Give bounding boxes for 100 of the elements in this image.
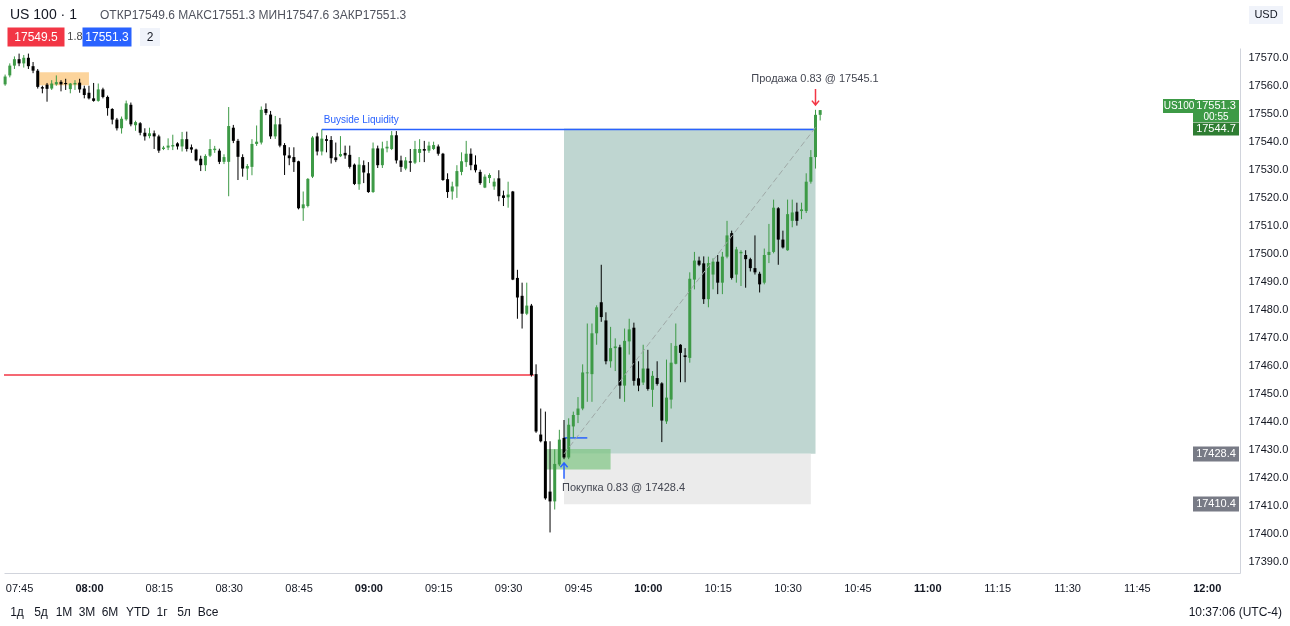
y-tick-label: 17540.0 [1248, 135, 1289, 148]
candlestick [283, 142, 287, 176]
candlestick [334, 142, 338, 163]
candlestick [623, 328, 627, 403]
candlestick [311, 135, 315, 179]
candlestick [366, 161, 370, 194]
candlestick [692, 251, 696, 290]
x-tick-label: 12:00 [1193, 581, 1222, 594]
candlestick [786, 199, 790, 252]
candlestick [469, 147, 473, 171]
candlestick [464, 140, 468, 168]
y-tick-label: 17390.0 [1248, 554, 1289, 567]
candlestick [329, 135, 333, 165]
candlestick [394, 130, 398, 165]
y-tick-label: 17530.0 [1248, 163, 1289, 176]
text: 10:37:06 (UTC-4) [1188, 605, 1282, 619]
candlestick [683, 347, 687, 383]
candlestick [734, 246, 738, 284]
x-tick-label: 08:30 [215, 581, 243, 594]
candlestick [180, 131, 184, 152]
candlestick [529, 303, 533, 378]
candlestick [315, 132, 319, 156]
candlestick [562, 419, 566, 460]
candlestick [236, 138, 240, 181]
candlestick [706, 256, 710, 308]
candlestick [730, 230, 734, 281]
y-tick-label: 17500.0 [1248, 247, 1289, 260]
text: 6М [101, 605, 119, 619]
candlestick [576, 396, 580, 424]
candlestick [185, 131, 189, 152]
candlestick [441, 152, 445, 182]
candlestick [613, 337, 617, 372]
candlestick [166, 137, 170, 151]
x-tick-label: 07:45 [5, 581, 34, 594]
candlestick [45, 82, 49, 103]
candlestick [380, 141, 384, 169]
y-tick-label: 17440.0 [1248, 414, 1289, 427]
chart-subtitle: ОТКР17549.6 МАКС17551.3 МИН17547.6 ЗАКР17551.3 [100, 8, 407, 22]
candlestick [539, 408, 543, 443]
candlestick [744, 249, 748, 289]
candlestick [646, 349, 650, 392]
candlestick [376, 145, 380, 169]
candlestick [157, 134, 161, 154]
text: 1д [10, 605, 24, 619]
candlestick [581, 363, 585, 411]
y-tick-label: 17410.0 [1248, 498, 1289, 511]
text: 3М [78, 605, 96, 619]
text: 1г [156, 605, 169, 619]
text: 17549.5 [14, 30, 59, 44]
y-tick-label: 17470.0 [1248, 330, 1289, 343]
candlestick [651, 370, 655, 408]
candlestick [543, 411, 547, 501]
x-tick-label: 09:30 [494, 581, 523, 594]
text: USD [1254, 8, 1278, 20]
x-tick-label: 11:45 [1124, 581, 1151, 594]
text: 1.8 [67, 30, 83, 42]
candlestick [627, 318, 631, 356]
candlestick [399, 155, 403, 173]
candlestick [688, 271, 692, 364]
candlestick [250, 138, 254, 176]
candlestick [618, 344, 622, 400]
annotation: Продажа 0.83 @ 17545.1 [751, 72, 879, 84]
candlestick [814, 109, 818, 170]
candlestick [455, 164, 459, 199]
candlestick [31, 61, 35, 74]
candlestick [227, 106, 231, 197]
x-tick-label: 08:45 [285, 581, 313, 594]
y-tick-label: 17480.0 [1248, 303, 1289, 316]
candlestick [96, 83, 100, 103]
candlestick [129, 102, 133, 127]
y-tick-label: 17400.0 [1248, 526, 1289, 539]
candlestick [106, 95, 110, 117]
candlestick [553, 448, 557, 511]
candlestick [790, 199, 794, 228]
candlestick [297, 160, 301, 210]
candlestick [92, 82, 96, 103]
candlestick [809, 149, 813, 185]
candlestick [520, 282, 524, 330]
candlestick [669, 342, 673, 410]
x-tick-label: 09:45 [564, 581, 593, 594]
candlestick [753, 234, 757, 276]
x-tick-label: 10:30 [774, 581, 802, 594]
candlestick [758, 271, 762, 293]
candlestick [64, 78, 68, 91]
y-tick-label: 17420.0 [1248, 470, 1289, 483]
candlestick [702, 255, 706, 305]
y-tick-label: 17550.0 [1248, 107, 1289, 120]
x-tick-label: 10:45 [844, 581, 872, 594]
candlestick [720, 251, 724, 295]
y-tick-label: 17510.0 [1248, 219, 1289, 232]
x-tick-label: 09:00 [354, 581, 383, 594]
candlestick [557, 429, 561, 467]
candlestick [641, 344, 645, 386]
candlestick [152, 130, 156, 150]
candlestick [632, 322, 636, 387]
candlestick [525, 282, 529, 316]
x-tick-label: 08:15 [145, 581, 174, 594]
annotation: 17551.3 [1196, 99, 1236, 111]
series-label: Buyside Liquidity [323, 114, 399, 126]
candlestick [637, 360, 641, 392]
